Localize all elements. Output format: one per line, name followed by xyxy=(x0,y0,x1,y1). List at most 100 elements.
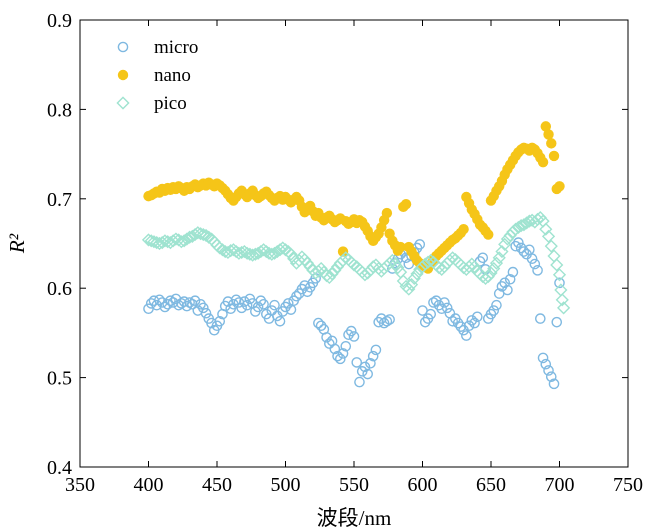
micro-point xyxy=(181,300,193,312)
x-tick-label: 450 xyxy=(202,474,232,496)
pico-point xyxy=(467,260,482,274)
y-axis-label: R² xyxy=(5,233,29,254)
legend-label: pico xyxy=(154,93,187,114)
pico-point xyxy=(322,270,336,285)
micro-point xyxy=(414,239,426,250)
pico-point xyxy=(498,237,512,251)
micro-point xyxy=(425,308,437,320)
micro-point xyxy=(200,307,212,319)
micro-point xyxy=(373,316,384,328)
series-pico xyxy=(141,210,571,315)
legend: micro nano pico xyxy=(116,37,198,114)
pico-point xyxy=(410,267,424,281)
y-tick-label: 0.5 xyxy=(47,368,72,390)
micro-point xyxy=(419,316,431,328)
pico-point xyxy=(218,244,232,259)
pico-point xyxy=(235,245,249,260)
pico-point xyxy=(402,282,416,296)
micro-point xyxy=(463,320,475,332)
nano-point xyxy=(537,156,549,168)
micro-point xyxy=(469,317,480,329)
micro-point xyxy=(184,297,195,308)
pico-point xyxy=(555,293,569,307)
pico-point xyxy=(514,219,528,233)
micro-point xyxy=(529,258,541,270)
micro-point xyxy=(378,317,390,329)
pico-point xyxy=(152,236,167,251)
micro-point xyxy=(343,329,354,340)
nano-point xyxy=(540,121,551,132)
nano-point xyxy=(554,181,565,192)
micro-point xyxy=(230,294,242,306)
micro-point xyxy=(291,290,302,302)
micro-point xyxy=(543,365,554,376)
x-axis-label: 波段/nm xyxy=(317,506,392,530)
micro-point xyxy=(167,297,179,308)
micro-point xyxy=(239,296,250,307)
micro-point xyxy=(471,311,483,323)
micro-point xyxy=(324,338,335,349)
micro-point xyxy=(345,325,357,337)
micro-point xyxy=(354,376,365,388)
micro-point xyxy=(535,313,546,324)
micro-point xyxy=(151,299,163,311)
pico-point xyxy=(552,268,567,282)
pico-point xyxy=(336,253,350,268)
micro-point xyxy=(502,284,513,296)
nano-point xyxy=(395,241,406,253)
pico-point xyxy=(248,247,262,261)
x-tick-label: 700 xyxy=(545,474,575,496)
micro-point xyxy=(447,315,458,327)
micro-point xyxy=(507,266,519,278)
pico-point xyxy=(262,246,276,260)
plot-frame xyxy=(79,19,629,468)
micro-point xyxy=(370,344,382,356)
pico-point xyxy=(550,258,564,272)
micro-point xyxy=(365,357,376,369)
micro-point xyxy=(504,273,516,285)
micro-point xyxy=(510,240,521,252)
micro-point xyxy=(159,301,171,313)
micro-point xyxy=(351,357,363,368)
pico-point xyxy=(539,222,553,236)
pico-point xyxy=(462,260,476,274)
micro-point xyxy=(548,378,560,390)
pico-point xyxy=(506,225,520,239)
pico-point xyxy=(292,253,306,268)
legend-label: micro xyxy=(154,37,198,58)
pico-point xyxy=(557,301,571,315)
micro-point xyxy=(274,315,286,327)
micro-point xyxy=(491,299,502,311)
micro-point xyxy=(315,320,327,332)
legend-marker-micro xyxy=(117,41,129,53)
micro-point xyxy=(296,283,308,295)
micro-point xyxy=(488,305,500,316)
nano-point xyxy=(400,198,412,210)
legend-item-nano: nano xyxy=(117,65,191,86)
pico-point xyxy=(396,274,410,288)
micro-point xyxy=(269,299,280,311)
x-tick-label: 350 xyxy=(65,474,95,496)
pico-point xyxy=(183,230,197,244)
pico-point xyxy=(325,267,339,281)
micro-point xyxy=(359,361,371,373)
pico-point xyxy=(443,253,457,268)
pico-point xyxy=(481,269,495,284)
micro-point xyxy=(236,302,247,314)
pico-point xyxy=(500,232,515,246)
micro-point xyxy=(367,350,379,362)
pico-point xyxy=(328,263,342,277)
pico-point xyxy=(284,247,298,261)
micro-point xyxy=(554,277,565,289)
micro-point xyxy=(499,277,511,289)
legend-item-micro: micro xyxy=(117,37,198,58)
pico-point xyxy=(311,264,325,278)
micro-point xyxy=(332,350,343,362)
pico-point xyxy=(174,235,188,249)
micro-point xyxy=(165,295,176,307)
x-tick-label: 600 xyxy=(408,474,438,496)
micro-point xyxy=(258,298,269,310)
pico-point xyxy=(415,260,430,274)
micro-point xyxy=(313,317,324,329)
micro-point xyxy=(466,315,478,326)
